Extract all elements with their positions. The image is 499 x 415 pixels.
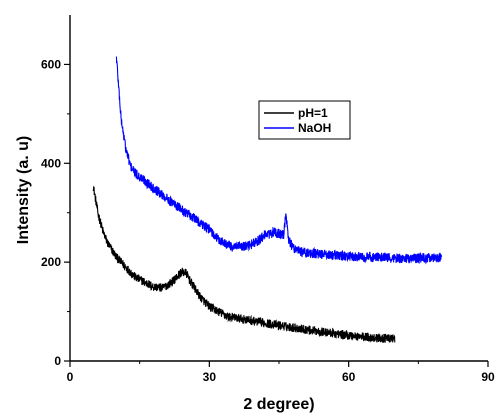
legend-label-naoh: NaOH — [298, 121, 331, 135]
y-tick-label-0: 0 — [54, 354, 61, 368]
x-tick-label-0: 0 — [67, 370, 74, 384]
legend: pH=1 NaOH — [258, 100, 351, 140]
y-tick-label-400: 400 — [41, 156, 61, 170]
x-tick-label-30: 30 — [203, 370, 217, 384]
y-tick-label-200: 200 — [41, 255, 61, 269]
series-line-naoh — [115, 56, 442, 265]
y-axis-label: Intensity (a. u) — [15, 136, 32, 244]
axes-group — [69, 15, 488, 362]
x-axis-label: 2 degree) — [243, 396, 314, 413]
legend-label-ph1: pH=1 — [298, 106, 328, 120]
series-group — [92, 56, 442, 344]
series-line-ph1 — [92, 185, 396, 344]
x-tick-label-90: 90 — [481, 370, 495, 384]
legend-box — [258, 100, 351, 140]
y-tick-label-600: 600 — [41, 57, 61, 71]
y-ticks-group: 0 200 400 600 — [41, 57, 70, 368]
x-ticks-group: 0 30 60 90 — [67, 361, 495, 384]
x-tick-label-60: 60 — [342, 370, 356, 384]
